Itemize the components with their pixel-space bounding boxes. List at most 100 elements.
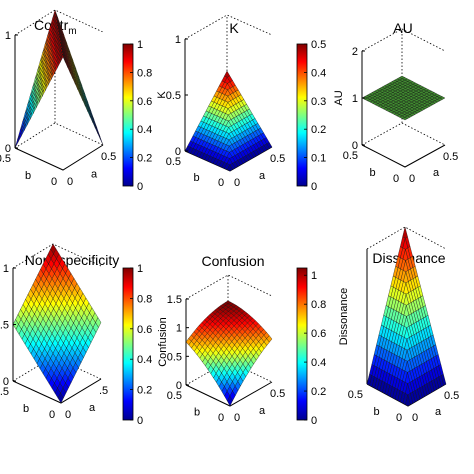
z-tick-label: 0 bbox=[176, 380, 182, 392]
colorbar-confusion: 0 0.2 0.4 0.6 0.8 1 bbox=[296, 267, 326, 427]
surface-patch bbox=[405, 394, 411, 407]
a-tick-label-max: 0.5 bbox=[101, 151, 116, 163]
z-tick-label: 0 bbox=[352, 140, 358, 152]
a-tick-label-min: 0 bbox=[234, 412, 240, 424]
b-axis-label: b bbox=[23, 403, 29, 415]
b-axis-label: b bbox=[194, 172, 200, 184]
colorbar-tick-label: 0 bbox=[311, 415, 317, 427]
b-tick-label-min: 0 bbox=[393, 173, 399, 185]
a-tick-label-min: 0 bbox=[234, 177, 240, 189]
b-tick-label-min: 0 bbox=[51, 176, 57, 188]
z-tick-label: 1 bbox=[175, 34, 181, 46]
b-tick-label-max: 0.5 bbox=[343, 150, 358, 162]
colorbar-gradient bbox=[122, 43, 134, 187]
z-tick-label: 2 bbox=[352, 46, 358, 58]
z-tick-label: 0.5 bbox=[166, 90, 181, 102]
a-tick-label-max: .5 bbox=[99, 385, 108, 397]
a-tick-label-min: 0 bbox=[412, 412, 418, 424]
colorbar-tick-label: 0.1 bbox=[311, 153, 326, 165]
colorbar-tick-label: 1 bbox=[137, 39, 143, 51]
colorbar-tick-label: 0.8 bbox=[311, 299, 326, 311]
a-tick-label-min: 0 bbox=[67, 176, 73, 188]
a-tick-label-max: 0.5 bbox=[443, 151, 458, 163]
colorbar-gradient bbox=[122, 267, 134, 421]
z-axis-label: Confusion bbox=[157, 317, 169, 367]
b-tick-label-max: 0.5 bbox=[167, 390, 182, 402]
surface-mesh bbox=[366, 226, 447, 407]
title-au: AU bbox=[393, 20, 412, 36]
colorbar-tick-label: 0.6 bbox=[137, 324, 152, 336]
b-axis-label: b bbox=[25, 170, 31, 182]
z-tick-label: 1 bbox=[3, 263, 9, 275]
colorbar-tick-label: 0.6 bbox=[137, 96, 152, 108]
surface-mesh bbox=[12, 243, 102, 404]
surface-mesh bbox=[361, 75, 446, 121]
b-tick-label-min: 0 bbox=[49, 409, 55, 421]
a-tick-label-min: 0 bbox=[65, 409, 71, 421]
base-axes bbox=[361, 144, 446, 168]
colorbar-non-specificity: 0 0.2 0.4 0.6 0.8 1 bbox=[122, 263, 152, 427]
z-tick-label: 0 bbox=[3, 376, 9, 388]
b-tick-label-max: 0.5 bbox=[0, 153, 11, 165]
colorbar-tick-label: 0.2 bbox=[137, 153, 152, 165]
colorbar-tick-label: 0.4 bbox=[311, 357, 326, 369]
title-non-specificity: Non−specificity bbox=[25, 252, 120, 268]
colorbar-tick-label: 0.8 bbox=[137, 67, 152, 79]
surface-patch bbox=[57, 392, 64, 404]
colorbar-tick-label: 0.2 bbox=[311, 386, 326, 398]
b-tick-label-min: 0 bbox=[218, 412, 224, 424]
base-axes bbox=[14, 144, 104, 171]
a-axis-label: a bbox=[433, 167, 440, 179]
colorbar-k: 0 0.1 0.2 0.3 0.4 0.5 bbox=[296, 39, 326, 193]
colorbar-tick-label: 0.2 bbox=[137, 385, 152, 397]
colorbar-tick-label: 1 bbox=[137, 263, 143, 275]
colorbar-tick-label: 1 bbox=[311, 270, 317, 282]
z-tick-label: .5 bbox=[0, 320, 9, 332]
colorbar-tick-label: 0.3 bbox=[311, 96, 326, 108]
title-k: K bbox=[229, 20, 239, 36]
colorbar-tick-label: 0.4 bbox=[137, 354, 152, 366]
b-axis-label: b bbox=[370, 167, 376, 179]
a-tick-label-max: 0.5 bbox=[270, 153, 285, 165]
a-axis-label: a bbox=[435, 406, 442, 418]
z-axis-label: K bbox=[156, 91, 168, 99]
surface-mesh bbox=[14, 9, 104, 149]
surface-patch bbox=[227, 395, 233, 407]
surface-patch bbox=[14, 133, 21, 149]
colorbar-tick-label: 0.4 bbox=[311, 67, 326, 79]
a-tick-label-min: 0 bbox=[409, 173, 415, 185]
surface-patch bbox=[226, 164, 233, 172]
colorbar-tick-label: 0.2 bbox=[311, 124, 326, 136]
colorbar-tick-label: 0 bbox=[137, 181, 143, 193]
surface-patch bbox=[59, 53, 66, 63]
colorbar-gradient bbox=[296, 267, 308, 421]
colorbar-tick-label: 0.4 bbox=[137, 124, 152, 136]
title-confusion: Confusion bbox=[201, 253, 264, 269]
z-tick-label: 0 bbox=[5, 143, 11, 155]
b-tick-label-min: 0 bbox=[218, 177, 224, 189]
a-axis-label: a bbox=[259, 405, 266, 417]
a-tick-label-max: 0.5 bbox=[270, 388, 285, 400]
a-axis-label: a bbox=[91, 169, 98, 181]
colorbar-tick-label: 0 bbox=[137, 415, 143, 427]
z-tick-label: 1 bbox=[352, 93, 358, 105]
a-axis-label: a bbox=[89, 402, 96, 414]
surface-mesh bbox=[185, 300, 273, 407]
z-axis-label: AU bbox=[333, 90, 345, 105]
b-axis-label: b bbox=[374, 406, 380, 418]
surface-patch bbox=[402, 226, 408, 239]
colorbar-tick-label: 0.6 bbox=[311, 328, 326, 340]
colorbar-tick-label: 0.5 bbox=[311, 39, 326, 51]
b-tick-label-min: 0 bbox=[396, 412, 402, 424]
surface-mesh bbox=[184, 70, 273, 172]
z-axis-label: Dissonance bbox=[338, 288, 350, 345]
a-tick-label-max: 0.5 bbox=[444, 390, 459, 402]
b-tick-label-max: 0.5 bbox=[0, 386, 9, 398]
